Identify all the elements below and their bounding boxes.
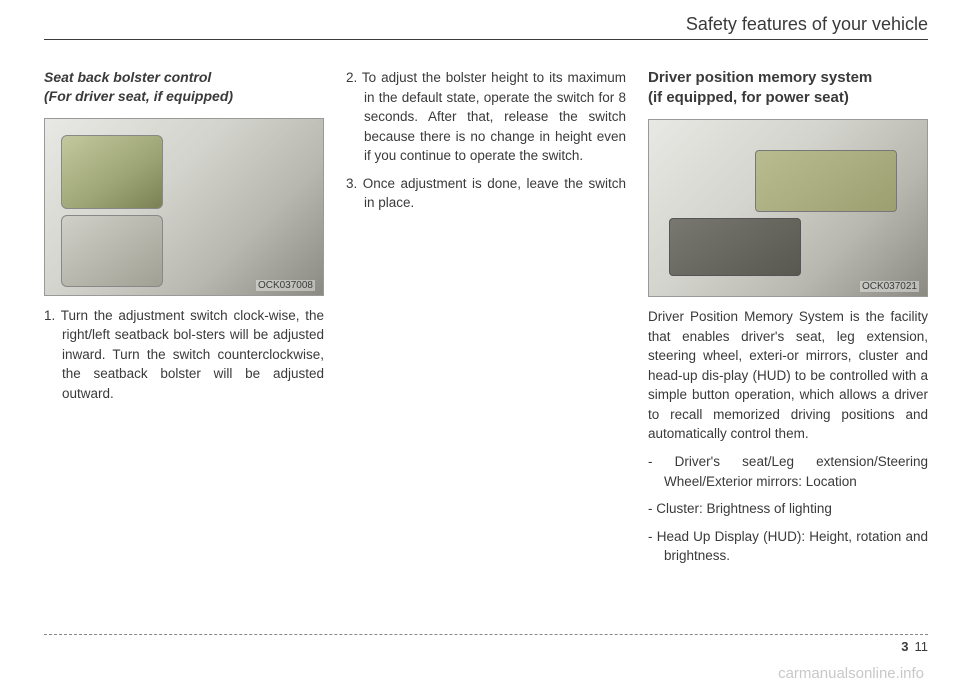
col1-subheading-line2: (For driver seat, if equipped) — [44, 88, 233, 104]
col3-figure-caption: OCK037021 — [860, 281, 919, 292]
col1-subheading: Seat back bolster control (For driver se… — [44, 68, 324, 106]
footer-chapter: 3 — [901, 639, 908, 654]
col3-dash1: - Driver's seat/Leg extension/Steering W… — [648, 452, 928, 491]
col2-item3: 3. Once adjustment is done, leave the sw… — [346, 174, 626, 213]
page-footer: 3 11 — [44, 634, 928, 654]
col3-dash2: - Cluster: Brightness of lighting — [648, 499, 928, 519]
col2-item2: 2. To adjust the bolster height to its m… — [346, 68, 626, 166]
col3-paragraph: Driver Position Memory System is the fac… — [648, 307, 928, 444]
col3-heading-line2: (if equipped, for power seat) — [648, 89, 849, 106]
col1-subheading-line1: Seat back bolster control — [44, 69, 211, 85]
column-2: 2. To adjust the bolster height to its m… — [346, 68, 626, 574]
col3-figure: OCK037021 — [648, 119, 928, 297]
col1-item1: 1. Turn the adjustment switch clock-wise… — [44, 306, 324, 404]
col3-heading-line1: Driver position memory system — [648, 69, 872, 86]
footer-page: 11 — [915, 639, 929, 654]
content-columns: Seat back bolster control (For driver se… — [44, 68, 928, 574]
col3-heading: Driver position memory system (if equipp… — [648, 68, 928, 107]
watermark: carmanualsonline.info — [778, 665, 924, 682]
col3-dash3: - Head Up Display (HUD): Height, rotatio… — [648, 527, 928, 566]
column-1: Seat back bolster control (For driver se… — [44, 68, 324, 574]
chapter-title: Safety features of your vehicle — [686, 14, 928, 35]
column-3: Driver position memory system (if equipp… — [648, 68, 928, 574]
col1-figure-caption: OCK037008 — [256, 280, 315, 291]
header-rule — [44, 39, 928, 40]
col1-figure: OCK037008 — [44, 118, 324, 296]
